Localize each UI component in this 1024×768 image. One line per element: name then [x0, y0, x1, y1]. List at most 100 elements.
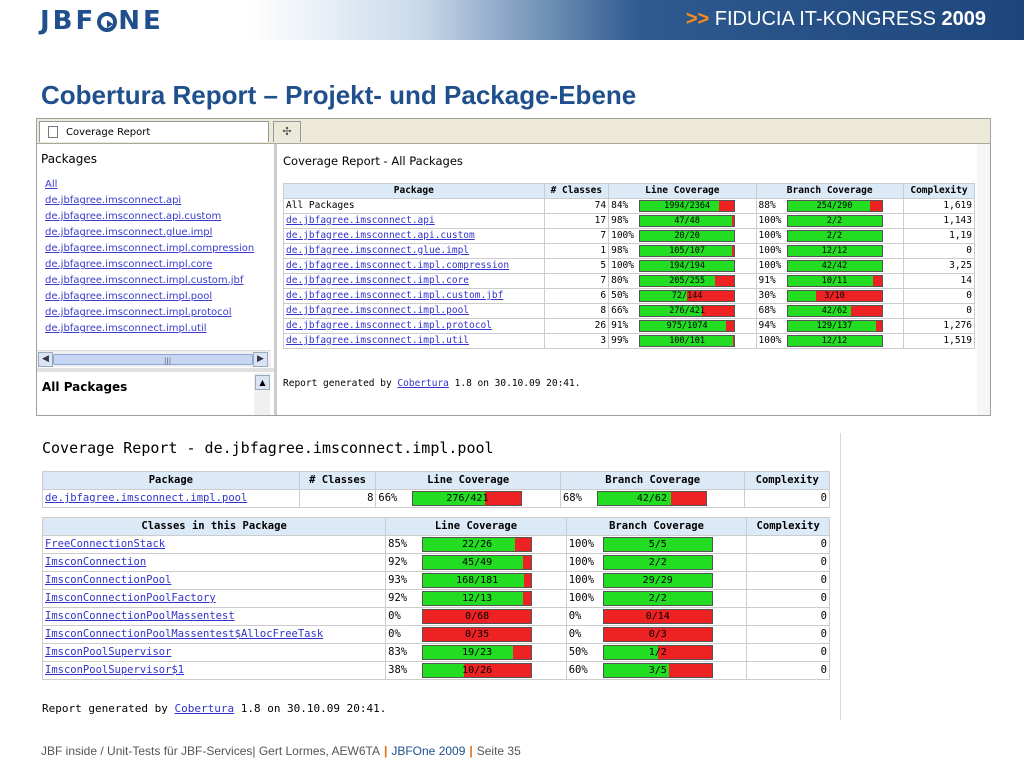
table-row: All Packages 74 84% 1994/2364 88% 254/290 1,61…: [283, 198, 976, 214]
page-icon: [48, 126, 58, 138]
package-link[interactable]: de.jbfagree.imsconnect.impl.compression: [286, 260, 510, 271]
footer-separator: |: [383, 744, 388, 758]
column-header[interactable]: Line Coverage: [608, 183, 757, 199]
scroll-right-icon[interactable]: ▶: [253, 352, 268, 367]
line-coverage-cell: 83% 19/23: [385, 643, 567, 662]
branch-coverage-cell: 100% 29/29: [565, 571, 748, 590]
table-row: de.jbfagree.imsconnect.impl.protocol 26 91…: [283, 318, 976, 334]
column-header[interactable]: Line Coverage: [375, 471, 561, 490]
cobertura-link[interactable]: Cobertura: [397, 378, 449, 389]
package-link-all[interactable]: All: [45, 179, 58, 190]
branch-coverage-bar: 12/12: [786, 244, 883, 257]
complexity-value: 1,619: [902, 198, 976, 214]
column-header[interactable]: Complexity: [902, 183, 976, 199]
package-link[interactable]: de.jbfagree.imsconnect.impl.custom.jbf: [45, 275, 244, 286]
line-coverage-cell: 91% 975/1074: [608, 318, 757, 334]
line-coverage-cell: 66% 276/421: [375, 489, 561, 508]
complexity-value: 14: [902, 273, 976, 289]
name-cell: de.jbfagree.imsconnect.api: [283, 213, 545, 229]
class-link[interactable]: ImsconConnectionPoolMassentest$AllocFree…: [45, 628, 324, 640]
column-header[interactable]: Branch Coverage: [755, 183, 904, 199]
branch-coverage-bar: 1/2: [602, 644, 713, 660]
branch-coverage-percent: 100%: [568, 556, 595, 568]
column-header[interactable]: Package: [42, 471, 300, 490]
line-coverage-bar: 47/48: [639, 214, 736, 227]
package-link[interactable]: de.jbfagree.imsconnect.glue.impl: [286, 245, 470, 256]
horizontal-scrollbar[interactable]: ◀ ||| ▶: [37, 350, 271, 367]
line-coverage-bar: 10/26: [422, 662, 533, 678]
package-link[interactable]: de.jbfagree.imsconnect.impl.core: [286, 275, 470, 286]
vertical-scrollbar[interactable]: ▲: [254, 373, 270, 415]
package-link[interactable]: de.jbfagree.imsconnect.impl.protocol: [286, 320, 492, 331]
package-link[interactable]: de.jbfagree.imsconnect.impl.pool: [45, 291, 213, 302]
column-header[interactable]: Package: [283, 183, 545, 199]
all-packages-table: Package # Classes Line Coverage Branch Cove…: [283, 183, 976, 349]
line-coverage-fraction: 20/20: [674, 230, 700, 241]
package-link[interactable]: de.jbfagree.imsconnect.api: [45, 195, 182, 206]
class-link[interactable]: ImsconConnectionPoolMassentest: [45, 610, 235, 622]
package-link[interactable]: de.jbfagree.imsconnect.impl.pool: [286, 305, 470, 316]
report-vertical-scrollbar[interactable]: [977, 144, 990, 415]
scroll-left-icon[interactable]: ◀: [38, 352, 53, 367]
package-link[interactable]: de.jbfagree.imsconnect.impl.util: [286, 335, 470, 346]
column-header[interactable]: Branch Coverage: [559, 471, 746, 490]
package-link[interactable]: de.jbfagree.imsconnect.api.custom: [45, 211, 222, 222]
coverage-fill: [787, 260, 882, 271]
branch-coverage-fraction: 10/11: [821, 275, 848, 286]
column-header[interactable]: Complexity: [744, 471, 830, 490]
scroll-thumb[interactable]: |||: [53, 354, 253, 365]
column-header[interactable]: Classes in this Package: [41, 517, 387, 536]
branch-coverage-cell: 100% 2/2: [565, 589, 748, 608]
cobertura-link[interactable]: Cobertura: [174, 702, 235, 715]
column-header[interactable]: Line Coverage: [385, 517, 567, 536]
class-link[interactable]: ImsconConnectionPool: [45, 574, 172, 586]
class-link[interactable]: FreeConnectionStack: [45, 538, 166, 550]
coverage-fill: [597, 491, 672, 505]
package-link[interactable]: de.jbfagree.imsconnect.impl.core: [45, 259, 213, 270]
name-cell: All Packages: [283, 198, 545, 214]
package-link[interactable]: de.jbfagree.imsconnect.impl.util: [45, 323, 207, 334]
class-link[interactable]: ImsconConnectionPoolFactory: [45, 592, 216, 604]
line-coverage-bar: 276/421: [639, 304, 736, 317]
package-link[interactable]: de.jbfagree.imsconnect.impl.pool: [45, 492, 248, 504]
package-link[interactable]: de.jbfagree.imsconnect.impl.protocol: [45, 307, 232, 318]
package-link[interactable]: de.jbfagree.imsconnect.impl.compression: [45, 243, 255, 254]
report-footer: Report generated by Cobertura 1.8 on 30.…: [42, 702, 386, 715]
line-coverage-percent: 0%: [388, 628, 401, 640]
name-cell: de.jbfagree.imsconnect.impl.protocol: [283, 318, 545, 334]
column-header[interactable]: Complexity: [746, 517, 830, 536]
branch-coverage-cell: 100% 12/12: [755, 333, 904, 349]
frame-divider[interactable]: [37, 368, 274, 372]
name-cell: de.jbfagree.imsconnect.impl.pool: [42, 489, 300, 508]
complexity-value: 1,276: [902, 318, 976, 334]
column-header[interactable]: # Classes: [298, 471, 377, 490]
line-coverage-fraction: 1994/2364: [664, 200, 711, 211]
new-tab-button[interactable]: ✣: [273, 121, 301, 142]
table-row: ImsconPoolSupervisor$1 38% 10/26 60% 3/5 0: [41, 661, 830, 680]
branch-coverage-fraction: 29/29: [642, 574, 673, 586]
package-link[interactable]: de.jbfagree.imsconnect.glue.impl: [45, 227, 213, 238]
package-link[interactable]: de.jbfagree.imsconnect.api: [286, 215, 435, 226]
coverage-fill: [423, 591, 523, 605]
coverage-fill: [603, 645, 658, 659]
table-row: ImsconConnectionPoolMassentest 0% 0/68 0% 0/…: [41, 607, 830, 626]
line-coverage-cell: 50% 72/144: [608, 288, 757, 304]
class-count: 17: [543, 213, 610, 229]
package-link[interactable]: de.jbfagree.imsconnect.impl.custom.jbf: [286, 290, 504, 301]
column-header[interactable]: Branch Coverage: [565, 517, 748, 536]
class-link[interactable]: ImsconPoolSupervisor: [45, 646, 172, 658]
name-cell: de.jbfagree.imsconnect.impl.compression: [283, 258, 545, 274]
branch-coverage-percent: 50%: [568, 646, 588, 658]
branch-coverage-cell: 94% 129/137: [755, 318, 904, 334]
class-link[interactable]: ImsconConnection: [45, 556, 147, 568]
line-coverage-percent: 83%: [388, 646, 408, 658]
branch-coverage-cell: 68% 42/62: [755, 303, 904, 319]
coverage-fill: [787, 230, 882, 241]
branch-coverage-fraction: 3/10: [824, 290, 845, 301]
scroll-up-icon[interactable]: ▲: [255, 375, 270, 390]
column-header[interactable]: # Classes: [543, 183, 610, 199]
class-link[interactable]: ImsconPoolSupervisor$1: [45, 664, 185, 676]
tab-coverage-report[interactable]: Coverage Report: [39, 121, 269, 142]
package-link[interactable]: de.jbfagree.imsconnect.api.custom: [286, 230, 475, 241]
branch-coverage-bar: 2/2: [786, 214, 883, 227]
